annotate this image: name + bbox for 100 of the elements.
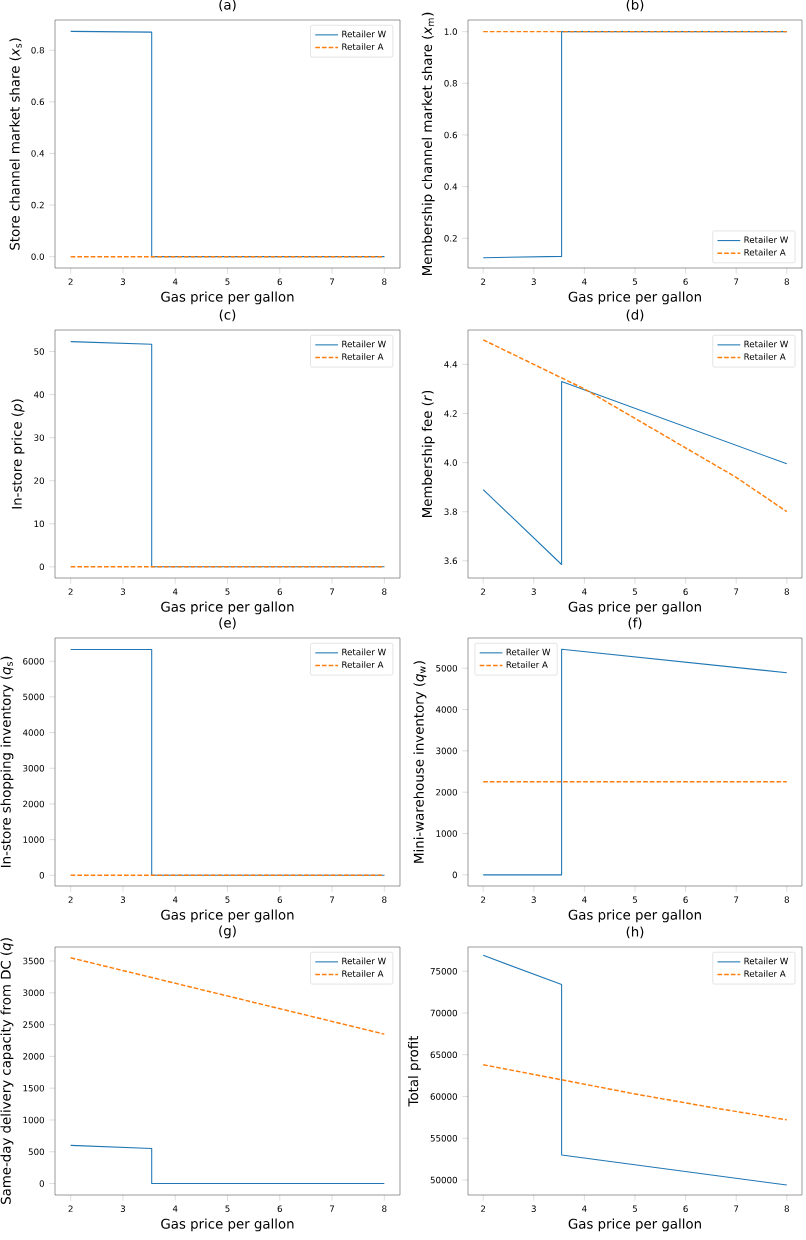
y-tick-label: 1000 [436, 830, 458, 837]
y-axis-title: Total profit [407, 1035, 421, 1107]
y-tick-label: 60000 [430, 1093, 458, 1100]
y-tick-label: 1.0 [444, 28, 458, 35]
y-tick-label: 0.6 [31, 98, 45, 106]
y-tick-label: 0 [39, 563, 45, 571]
x-tick-label: 4 [172, 896, 178, 903]
y-tick-label: 2000 [436, 788, 458, 796]
chart-title: (e) [219, 617, 236, 630]
y-tick-label: 0.8 [444, 80, 457, 87]
legend-label: Retailer A [744, 970, 786, 977]
x-tick-label: 3 [531, 1205, 536, 1212]
x-tick-label: 2 [68, 278, 73, 285]
x-tick-label: 3 [531, 278, 536, 285]
y-tick-label: 0.0 [31, 253, 45, 260]
x-tick-label: 6 [683, 278, 688, 285]
x-tick-label: 6 [683, 896, 688, 903]
x-tick-label: 7 [330, 896, 335, 903]
y-axis-title: In-store price (p) [11, 399, 25, 509]
legend-label: Retailer A [506, 661, 548, 668]
x-tick-label: 6 [277, 1205, 282, 1212]
y-tick-label: 0.2 [444, 235, 457, 242]
chart-title: (d) [626, 309, 644, 322]
x-tick-label: 7 [734, 896, 739, 903]
line-series [482, 954, 788, 1186]
x-tick-label: 6 [277, 896, 282, 903]
y-tick-label: 2000 [23, 1053, 45, 1060]
y-tick-label: 0.6 [444, 131, 458, 139]
legend-label: Retailer W [342, 340, 386, 348]
line-series [482, 1064, 788, 1121]
y-tick-label: 0.4 [444, 183, 458, 190]
x-tick-label: 8 [382, 278, 387, 285]
x-axis-title: Gas price per gallon [568, 601, 701, 615]
chart-title: (b) [626, 0, 644, 12]
y-tick-label: 40 [33, 391, 45, 398]
y-tick-label: 4.4 [444, 361, 458, 368]
x-tick-label: 2 [481, 896, 486, 903]
x-tick-label: 4 [582, 588, 587, 595]
y-tick-label: 6000 [23, 657, 45, 665]
y-tick-label: 50000 [430, 1176, 458, 1184]
x-tick-label: 3 [531, 896, 536, 903]
x-tick-label: 4 [172, 278, 178, 285]
legend-label: Retailer A [342, 970, 384, 977]
x-tick-label: 2 [481, 1205, 486, 1212]
x-tick-label: 8 [784, 588, 789, 595]
x-tick-label: 6 [277, 278, 282, 285]
y-tick-label: 5000 [23, 693, 45, 701]
x-tick-label: 2 [68, 896, 73, 903]
y-tick-label: 3000 [23, 764, 45, 772]
legend-label: Retailer W [342, 957, 386, 965]
y-tick-label: 1500 [23, 1084, 45, 1092]
legend-label: Retailer A [744, 353, 786, 360]
chart-title: (a) [219, 0, 236, 12]
x-tick-label: 4 [172, 1205, 178, 1212]
x-tick-label: 3 [120, 278, 126, 285]
x-tick-label: 4 [172, 588, 178, 595]
x-tick-label: 5 [632, 588, 637, 595]
y-axis-title: In-store shopping inventory (q$_{s}$) [0, 656, 14, 867]
legend-label: Retailer W [744, 340, 789, 348]
y-tick-label: 10 [34, 520, 45, 528]
legend-label: Retailer W [342, 30, 386, 38]
x-axis-title: Gas price per gallon [568, 1218, 701, 1232]
x-tick-label: 2 [481, 278, 486, 285]
x-tick-label: 8 [784, 896, 789, 903]
x-tick-label: 7 [330, 278, 335, 285]
y-tick-label: 0.8 [31, 46, 44, 54]
y-tick-label: 0.2 [31, 201, 44, 209]
y-tick-label: 3000 [436, 747, 458, 755]
y-tick-label: 4.0 [444, 459, 458, 466]
legend-label: Retailer A [342, 43, 384, 50]
y-tick-label: 4000 [435, 706, 458, 713]
x-tick-label: 7 [734, 588, 739, 595]
chart-title: (f) [628, 617, 642, 630]
y-tick-label: 75000 [430, 967, 458, 975]
y-tick-label: 55000 [430, 1134, 458, 1142]
y-tick-label: 2000 [23, 800, 45, 808]
y-tick-label: 30 [34, 434, 45, 441]
y-tick-label: 4000 [22, 729, 45, 736]
y-tick-label: 500 [28, 1148, 45, 1156]
x-tick-label: 5 [225, 896, 230, 903]
x-tick-label: 8 [784, 1205, 789, 1212]
line-series [482, 381, 788, 566]
y-tick-label: 3.8 [444, 508, 457, 515]
x-tick-label: 6 [277, 588, 282, 595]
x-tick-label: 7 [330, 588, 335, 595]
x-tick-label: 7 [734, 278, 739, 285]
x-tick-label: 5 [632, 278, 637, 285]
x-tick-label: 3 [120, 896, 126, 903]
x-tick-label: 4 [582, 1205, 587, 1212]
x-tick-label: 2 [68, 1205, 73, 1212]
legend-label: Retailer A [744, 248, 786, 256]
x-tick-label: 8 [382, 588, 387, 595]
x-tick-label: 3 [531, 588, 536, 595]
chart-title: (h) [626, 926, 644, 939]
x-tick-label: 5 [632, 1205, 637, 1212]
y-axis-title: Mini-warehouse inventory (q$_{w}$) [413, 661, 427, 863]
y-tick-label: 0 [39, 872, 45, 879]
x-tick-label: 2 [68, 588, 73, 595]
x-tick-label: 5 [632, 896, 637, 903]
y-tick-label: 1000 [23, 1116, 45, 1124]
